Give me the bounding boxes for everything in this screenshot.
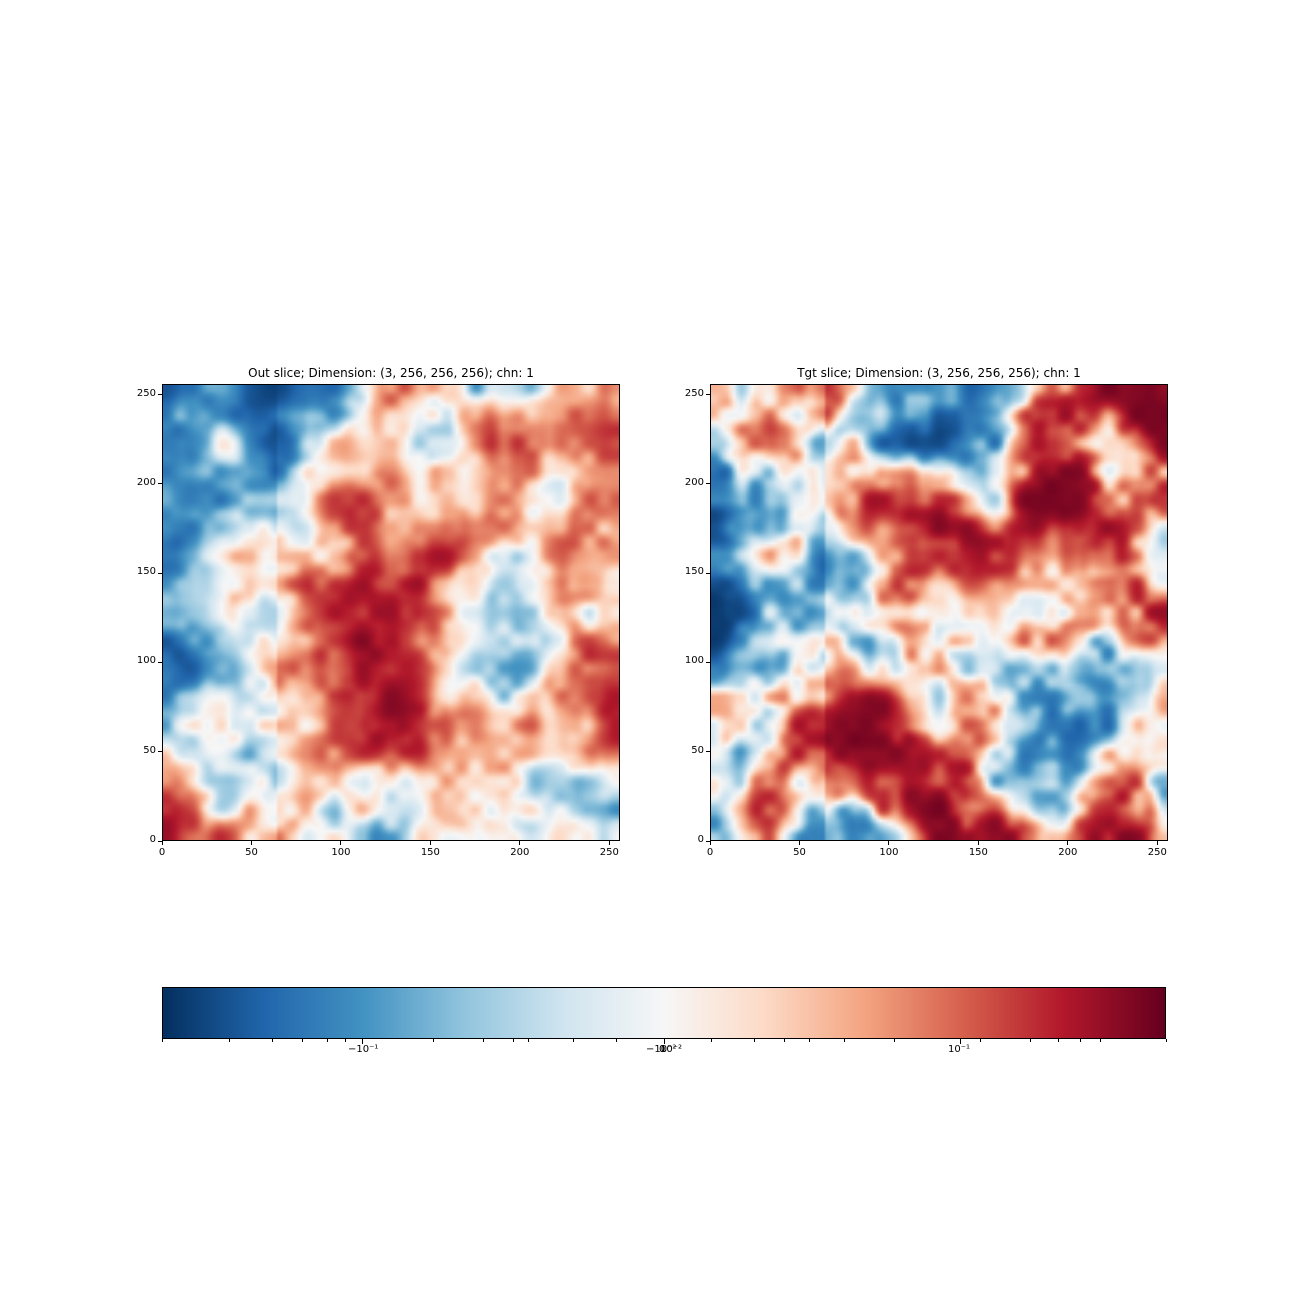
out-ytick-label: 150: [136, 566, 156, 578]
out-xtick: [340, 841, 342, 845]
out-xtick: [608, 841, 610, 845]
tgt-xtick-label: 50: [793, 847, 806, 858]
colorbar-minor-tick: [1029, 1039, 1031, 1042]
colorbar-minor-tick: [979, 1039, 981, 1042]
colorbar-label-neg-1e-2: −10⁻²: [646, 1044, 677, 1055]
tgt-heatmap: [710, 384, 1168, 841]
colorbar-label-zero: 0: [659, 1044, 666, 1055]
out-ytick: [158, 572, 162, 574]
out-ytick: [158, 483, 162, 485]
tgt-xtick: [1156, 841, 1158, 845]
colorbar-minor-tick: [573, 1039, 575, 1042]
out-heatmap-image: [163, 385, 619, 840]
tgt-ytick: [706, 394, 710, 396]
colorbar-minor-tick: [753, 1039, 755, 1042]
tgt-ytick-label: 250: [684, 387, 704, 399]
tgt-ytick: [706, 572, 710, 574]
colorbar-minor-tick: [1165, 1039, 1167, 1042]
colorbar-minor-tick: [482, 1039, 484, 1042]
colorbar-label-pos-1e-1: 10⁻¹: [948, 1044, 971, 1055]
tgt-ytick-label: 150: [684, 566, 704, 578]
out-panel-title: Out slice; Dimension: (3, 256, 256, 256)…: [248, 366, 534, 380]
out-ytick: [158, 394, 162, 396]
colorbar-minor-tick: [228, 1039, 230, 1042]
out-xtick-label: 200: [510, 847, 530, 858]
colorbar-gradient: [163, 988, 1165, 1038]
tgt-xtick-label: 150: [968, 847, 988, 858]
colorbar-minor-tick: [271, 1039, 273, 1042]
tgt-xtick-label: 100: [879, 847, 899, 858]
tgt-ytick: [706, 661, 710, 663]
out-ytick-label: 0: [149, 834, 156, 845]
colorbar-minor-tick: [512, 1039, 514, 1042]
out-xtick: [429, 841, 431, 845]
colorbar-label-pos-1e-2: 10⁻²: [660, 1044, 683, 1055]
tgt-ytick-label: 200: [684, 476, 704, 488]
out-ytick-label: 250: [136, 387, 156, 399]
out-ytick: [158, 840, 162, 842]
out-xtick-label: 250: [599, 847, 619, 858]
out-heatmap: [162, 384, 620, 841]
tgt-ytick: [706, 483, 710, 485]
colorbar-minor-tick: [809, 1039, 811, 1042]
colorbar-minor-tick: [894, 1039, 896, 1042]
out-xtick-label: 100: [331, 847, 351, 858]
colorbar-major-tick: [362, 1039, 364, 1044]
tgt-xtick: [798, 841, 800, 845]
colorbar-minor-tick: [527, 1039, 529, 1042]
out-ytick-label: 200: [136, 476, 156, 488]
tgt-xtick: [888, 841, 890, 845]
out-xtick-label: 150: [420, 847, 440, 858]
out-ytick-label: 100: [136, 655, 156, 667]
out-xtick-label: 0: [158, 847, 166, 858]
colorbar-minor-tick: [1058, 1039, 1060, 1042]
out-ytick-label: 50: [143, 744, 156, 756]
colorbar-minor-tick: [327, 1039, 329, 1042]
tgt-ytick-label: 50: [691, 744, 704, 756]
tgt-xtick: [1067, 841, 1069, 845]
colorbar-minor-tick: [345, 1039, 347, 1042]
out-ytick: [158, 661, 162, 663]
out-ytick: [158, 751, 162, 753]
colorbar-minor-tick: [161, 1039, 163, 1042]
tgt-ytick: [706, 751, 710, 753]
tgt-xtick-label: 250: [1147, 847, 1167, 858]
tgt-ytick-label: 100: [684, 655, 704, 667]
out-xtick: [161, 841, 163, 845]
colorbar-major-tick: [959, 1039, 961, 1044]
tgt-ytick: [706, 840, 710, 842]
colorbar: [162, 987, 1166, 1039]
out-xtick-label: 50: [245, 847, 258, 858]
tgt-xtick-label: 200: [1058, 847, 1078, 858]
colorbar-minor-tick: [1080, 1039, 1082, 1042]
tgt-heatmap-image: [711, 385, 1167, 840]
colorbar-minor-tick: [302, 1039, 304, 1042]
colorbar-major-tick: [663, 1039, 665, 1044]
colorbar-minor-tick: [432, 1039, 434, 1042]
colorbar-label-neg-1e-1: −10⁻¹: [348, 1044, 379, 1055]
out-xtick: [519, 841, 521, 845]
colorbar-minor-tick: [844, 1039, 846, 1042]
colorbar-minor-tick: [616, 1039, 618, 1042]
tgt-ytick-label: 0: [697, 834, 704, 845]
tgt-panel-title: Tgt slice; Dimension: (3, 256, 256, 256)…: [797, 366, 1081, 380]
out-xtick: [250, 841, 252, 845]
tgt-xtick-label: 0: [706, 847, 714, 858]
tgt-xtick: [709, 841, 711, 845]
colorbar-minor-tick: [710, 1039, 712, 1042]
tgt-xtick: [977, 841, 979, 845]
colorbar-minor-tick: [1100, 1039, 1102, 1042]
colorbar-minor-tick: [783, 1039, 785, 1042]
